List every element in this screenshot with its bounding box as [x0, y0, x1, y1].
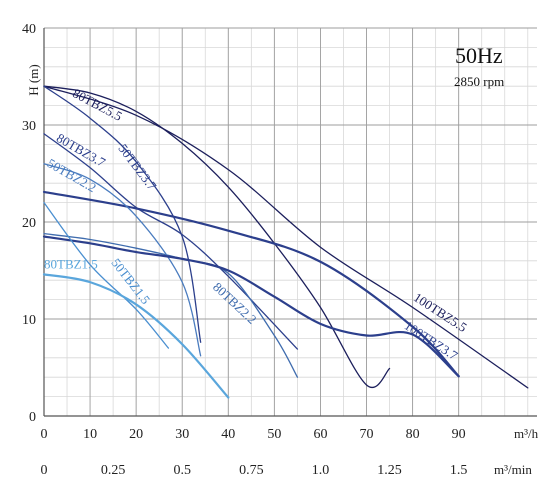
curve-50tbz3-7 [43, 85, 202, 343]
y-axis-label: H (m) [26, 64, 41, 95]
curve-label-80tbz5-5: 80TBZ5.5 [70, 85, 125, 124]
x2-tick-label: 1.0 [312, 463, 330, 478]
x2-tick-label: 0.5 [173, 463, 191, 478]
x2-tick-label: 1.5 [450, 463, 468, 478]
x-tick-label: 90 [452, 427, 466, 442]
x2-tick-label: 0.25 [101, 463, 126, 478]
y-tick-label: 40 [22, 22, 36, 37]
x2-tick-label: 0 [41, 463, 48, 478]
curve-50tbz1-5 [43, 201, 170, 349]
y-tick-label: 10 [22, 313, 36, 328]
x-axis-label: m³/h [514, 426, 539, 441]
x-tick-label: 30 [175, 427, 189, 442]
speed-label: 2850 rpm [454, 74, 504, 89]
x-axis-secondary-label: m³/min [494, 462, 532, 477]
x2-tick-label: 0.75 [239, 463, 264, 478]
x-tick-label: 70 [360, 427, 374, 442]
tick-labels: 0 10 20 30 40 50 60 70 80 90 0 0.25 0.5 0.75 1.0 1.25 1.… [22, 22, 467, 478]
y-tick-label: 20 [22, 216, 36, 231]
curve-80tbz1-5 [42, 273, 230, 399]
y-tick-label: 30 [22, 119, 36, 134]
x-tick-label: 10 [83, 427, 97, 442]
x-tick-label: 60 [313, 427, 327, 442]
y-tick-label: 0 [29, 410, 36, 425]
curve-label-80tbz1-5: 80TBZ1.5 [44, 257, 98, 272]
curve-80tbz5-5 [43, 85, 391, 388]
curve-unlabeled [42, 235, 460, 378]
curve-label-50tbz3-7: 50TBZ3.7 [115, 141, 160, 193]
axes [43, 28, 537, 417]
x2-tick-label: 1.25 [377, 463, 402, 478]
performance-curves [42, 85, 529, 399]
x-tick-label: 40 [221, 427, 235, 442]
curve-50tbz2-2 [43, 163, 202, 357]
curve-100tbz5-5 [43, 85, 529, 389]
x-tick-label: 20 [129, 427, 143, 442]
frequency-label: 50Hz [455, 43, 503, 68]
x-tick-label: 80 [406, 427, 420, 442]
x-tick-label: 50 [267, 427, 281, 442]
x-tick-label: 0 [41, 427, 48, 442]
